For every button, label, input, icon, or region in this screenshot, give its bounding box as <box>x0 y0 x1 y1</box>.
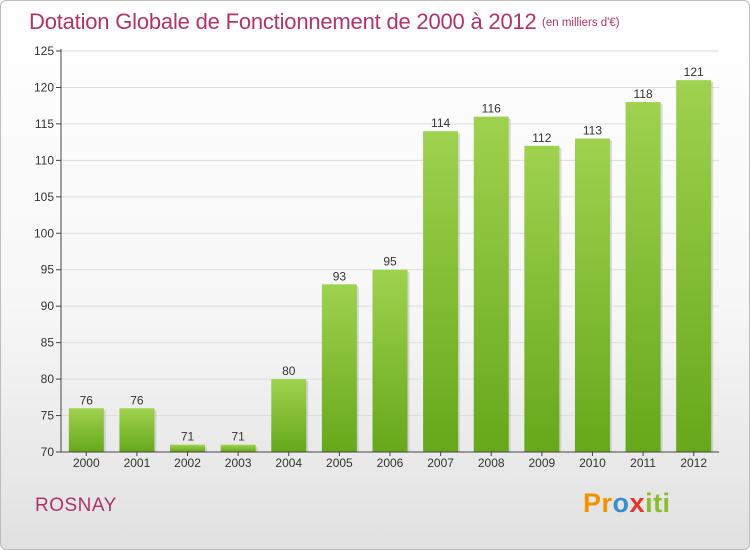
logo-part: o <box>612 488 630 518</box>
bar-value-label: 121 <box>684 65 704 79</box>
x-tick-label: 2002 <box>174 456 201 470</box>
bar-value-label: 76 <box>80 393 94 407</box>
bar-value-label: 93 <box>333 269 347 283</box>
bar <box>574 138 610 452</box>
bar <box>271 379 307 452</box>
logo-part: Pr <box>583 488 613 518</box>
x-tick-label: 2006 <box>377 456 404 470</box>
bar-value-label: 112 <box>532 131 551 145</box>
y-tick-label: 120 <box>34 80 54 94</box>
bar-value-label: 76 <box>130 393 144 407</box>
bar-value-label: 95 <box>383 255 397 269</box>
bar-value-label: 118 <box>634 87 653 101</box>
bar-value-label: 114 <box>431 116 450 130</box>
x-tick-label: 2004 <box>275 456 302 470</box>
x-tick-label: 2000 <box>73 456 100 470</box>
x-tick-label: 2001 <box>124 456 151 470</box>
bar <box>372 269 408 452</box>
chart-title: Dotation Globale de Fonctionnement de 20… <box>29 9 537 34</box>
bar <box>423 131 459 452</box>
y-tick-label: 100 <box>34 226 54 240</box>
x-tick-label: 2012 <box>680 456 707 470</box>
y-tick-label: 105 <box>34 190 54 204</box>
proxiti-logo: Proxiti <box>583 488 671 519</box>
bar-value-label: 71 <box>181 430 195 444</box>
y-tick-label: 85 <box>41 336 55 350</box>
y-tick-label: 70 <box>41 445 55 459</box>
bar <box>170 444 206 452</box>
bar <box>119 408 155 452</box>
x-tick-label: 2005 <box>326 456 353 470</box>
x-tick-label: 2011 <box>630 456 656 470</box>
x-tick-label: 2007 <box>427 456 454 470</box>
bar <box>473 116 509 453</box>
city-name: ROSNAY <box>35 495 117 516</box>
x-tick-label: 2003 <box>225 456 252 470</box>
x-tick-label: 2010 <box>579 456 606 470</box>
y-tick-label: 110 <box>35 153 54 167</box>
bar-value-label: 116 <box>482 102 501 116</box>
bar-value-label: 71 <box>231 430 245 444</box>
y-tick-label: 115 <box>35 117 54 131</box>
bar <box>524 145 560 453</box>
bar-value-label: 113 <box>583 123 602 137</box>
logo-part: iti <box>645 488 671 518</box>
x-tick-label: 2008 <box>478 456 505 470</box>
y-tick-label: 75 <box>41 409 55 423</box>
bar <box>625 102 661 452</box>
x-tick-label: 2009 <box>528 456 555 470</box>
y-tick-label: 90 <box>41 299 55 313</box>
bar <box>68 408 104 452</box>
y-tick-label: 95 <box>41 263 55 277</box>
y-tick-label: 125 <box>34 44 54 58</box>
chart-unit: (en milliers d'€) <box>542 17 620 29</box>
logo-part: x <box>629 488 646 518</box>
bar <box>676 80 712 452</box>
bar-value-label: 80 <box>282 364 296 378</box>
bar <box>220 444 256 452</box>
y-tick-label: 80 <box>41 372 55 386</box>
bar <box>321 284 357 452</box>
